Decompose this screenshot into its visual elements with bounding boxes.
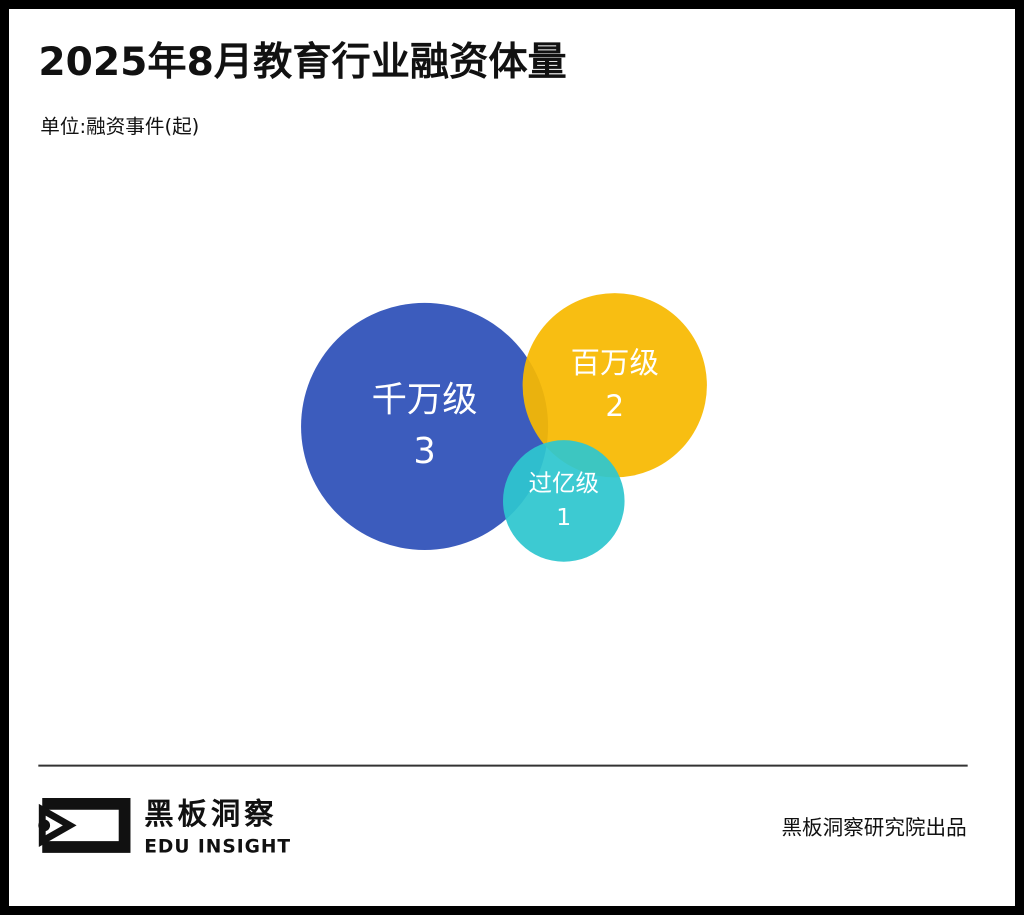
bubble [503, 440, 625, 562]
bubble [301, 302, 549, 550]
brand-en: EDU INSIGHT [144, 837, 291, 858]
chart-title: 2025年8月教育行业融资体量 [38, 40, 566, 85]
chart-subtitle: 单位:融资事件(起) [40, 115, 199, 138]
bubble-label: 过亿级 [528, 469, 599, 497]
frame: 2025年8月教育行业融资体量 单位:融资事件(起) 千万级 3 百万级 2 过亿级 1 … [9, 9, 1015, 906]
bubble-label: 千万级 [372, 380, 478, 421]
bubble-value: 3 [413, 431, 435, 472]
bubble-value: 2 [605, 389, 624, 423]
bubble-value: 1 [556, 503, 571, 531]
bubble [522, 293, 707, 478]
bubble-label: 百万级 [571, 346, 659, 380]
chart: 2025年8月教育行业融资体量 单位:融资事件(起) 千万级3百万级2过亿级1 … [38, 40, 968, 858]
brand: 黑板洞察 [144, 797, 277, 831]
credit: 黑板洞察研究院出品 [781, 815, 966, 839]
bubbles: 千万级 3 百万级 2 过亿级 1 [301, 293, 707, 562]
logo-mark [38, 797, 131, 853]
